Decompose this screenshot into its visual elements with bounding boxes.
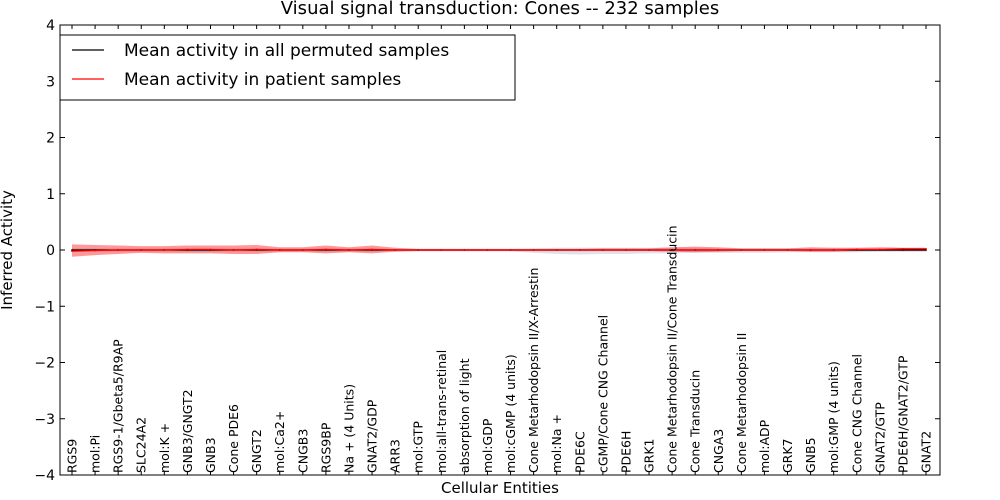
series-1-point (348, 249, 350, 251)
series-1-point (694, 249, 697, 251)
series-1-point (255, 248, 258, 251)
category-label: Na + (4 Units) (341, 384, 356, 473)
y-axis-label: Inferred Activity (0, 190, 16, 310)
series-1-point (71, 250, 73, 253)
category-label: Cone PDE6 (226, 404, 241, 473)
category-label: mol:ADP (757, 419, 772, 473)
category-label: RGS9-1/Gbeta5/R9AP (111, 339, 126, 473)
category-label: Cone CNG Channel (849, 354, 864, 473)
series-1-point (117, 249, 120, 251)
category-label: GNGT2 (249, 429, 264, 473)
series-1-point (832, 249, 835, 251)
y-tick-label: −2 (34, 356, 55, 372)
category-label: CNGA3 (711, 429, 726, 473)
series-1-point (463, 249, 466, 251)
series-1-point (601, 249, 604, 251)
category-label: Cone Metarhodopsin II/Cone Transducin (665, 225, 680, 473)
category-label: GRK1 (642, 438, 657, 473)
legend-label-0: Mean activity in all permuted samples (124, 41, 449, 61)
series-1-point (301, 249, 304, 251)
series-1-point (648, 249, 650, 251)
y-tick-label: −1 (34, 299, 55, 315)
category-label: Cone Metarhodopsin II (734, 333, 749, 473)
category-label: Cone Transducin (688, 370, 703, 473)
chart-title: Visual signal transduction: Cones -- 232… (281, 0, 719, 19)
legend-box (59, 34, 516, 101)
category-label: GNB3/GNGT2 (180, 389, 195, 473)
category-label: mol:GMP (4 units) (826, 361, 841, 473)
series-1-point (902, 247, 904, 250)
category-label: GNAT2 (919, 431, 934, 473)
category-label: Cone Metarhodopsin II/X-Arrestin (526, 268, 541, 473)
series-1-point (671, 249, 674, 251)
series-1-point (440, 249, 443, 251)
series-1-point (394, 249, 397, 251)
category-label: mol:all-trans-retinal (434, 350, 449, 473)
y-tick-label: 2 (46, 131, 55, 147)
category-label: GNAT2/GTP (872, 402, 887, 473)
category-label: GNB3 (203, 437, 218, 473)
series-1-point (625, 249, 627, 251)
series-1-point (324, 248, 327, 251)
series-1-point (186, 248, 189, 251)
category-label: mol:Na + (549, 414, 564, 473)
series-1-point (740, 249, 743, 251)
category-label: mol:Pi (88, 435, 103, 473)
series-1-point (278, 249, 281, 251)
series-1-point (555, 249, 558, 251)
series-1-point (140, 249, 143, 251)
category-label: mol:K + (157, 423, 172, 473)
series-1-point (232, 249, 235, 251)
category-label: absorption of light (457, 358, 472, 473)
series-1-point (371, 248, 373, 251)
series-1-point (532, 249, 535, 251)
category-label: RGS9BP (318, 422, 333, 473)
series-1-point (163, 249, 166, 251)
y-tick-label: 0 (46, 243, 55, 259)
y-tick-label: 3 (46, 74, 55, 90)
series-1-point (878, 248, 881, 251)
category-label: RGS9 (65, 439, 80, 473)
y-axis: −4 −3 −2 −1 0 1 2 3 4 (34, 18, 940, 484)
y-tick-label: −4 (34, 468, 55, 484)
category-label: CNGB3 (295, 429, 310, 473)
category-label: GRK7 (780, 438, 795, 473)
category-label: PDE6H (618, 431, 633, 473)
category-label: ARR3 (388, 439, 403, 473)
legend: Mean activity in all permuted samples Mea… (59, 34, 516, 101)
series-1-point (717, 249, 720, 251)
series-1-point (925, 247, 927, 250)
legend-label-1: Mean activity in patient samples (124, 70, 401, 90)
x-axis-categories: RGS9 mol:Pi RGS9-1/Gbeta5/R9AP SLC24A2 mol:K… (65, 25, 934, 475)
category-label: mol:cGMP (4 units) (503, 354, 518, 473)
category-label: mol:Ca2+ (272, 411, 287, 473)
series-1-point (786, 249, 789, 251)
category-label: GNB5 (803, 437, 818, 473)
category-label: GNAT2/GDP (365, 399, 380, 473)
series-1-point (763, 249, 766, 251)
x-axis-label: Cellular Entities (441, 479, 559, 497)
y-tick-label: −3 (34, 412, 55, 428)
category-label: PDE6H/GNAT2/GTP (895, 355, 910, 473)
category-label: cGMP/Cone CNG Channel (595, 315, 610, 473)
series-1-point (509, 249, 512, 251)
series-1-point (417, 249, 420, 251)
category-label: SLC24A2 (134, 417, 149, 473)
category-label: PDE6C (572, 431, 587, 473)
series-1-point (209, 248, 212, 251)
series-1-point (809, 249, 812, 251)
series-1-point (855, 248, 858, 251)
series-1-point (94, 249, 96, 252)
series-1-line (71, 248, 926, 252)
y-tick-label: 1 (46, 187, 55, 203)
category-label: mol:GTP (411, 421, 426, 473)
series-1-point (578, 249, 581, 251)
y-tick-label: 4 (46, 18, 55, 34)
category-label: mol:GDP (480, 418, 495, 473)
series-1-point (486, 249, 489, 251)
